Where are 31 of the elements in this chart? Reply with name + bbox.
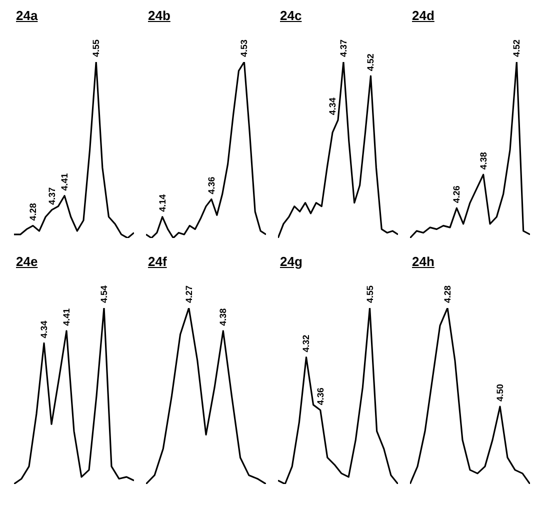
chart-title: 24a (15, 8, 39, 25)
chart-title: 24b (147, 8, 172, 25)
annotation: 4.27 (184, 285, 194, 303)
annotation: 4.55 (91, 39, 102, 57)
annotation: 4.41 (60, 173, 70, 191)
annotation: 4.14 (157, 194, 168, 212)
annotation: 4.32 (301, 334, 312, 352)
annotation: 4.52 (512, 39, 522, 57)
chart-title: 24c (279, 8, 303, 25)
annotation: 4.36 (206, 176, 216, 194)
annotation: 4.28 (28, 203, 38, 221)
annotation: 4.41 (62, 308, 72, 326)
chart-title: 24d (411, 8, 436, 25)
annotation: 4.34 (327, 98, 338, 116)
annotation: 4.37 (338, 39, 348, 57)
annotation: 4.54 (99, 285, 109, 303)
annotation: 4.36 (315, 388, 326, 406)
annotation: 4.50 (495, 384, 505, 402)
annotation: 4.38 (218, 308, 228, 326)
chart-title: 24h (411, 254, 436, 271)
annotation: 4.26 (452, 186, 462, 204)
annotation: 4.34 (39, 320, 49, 338)
annotation: 4.38 (478, 152, 488, 170)
chart-title: 24e (15, 254, 39, 271)
annotation: 4.37 (46, 187, 57, 205)
chart-title: 24f (147, 254, 168, 271)
annotation: 4.55 (364, 285, 375, 303)
annotation: 4.28 (442, 285, 452, 303)
annotation: 4.53 (239, 39, 250, 57)
chart-title: 24g (279, 254, 304, 271)
annotation: 4.52 (366, 54, 376, 72)
